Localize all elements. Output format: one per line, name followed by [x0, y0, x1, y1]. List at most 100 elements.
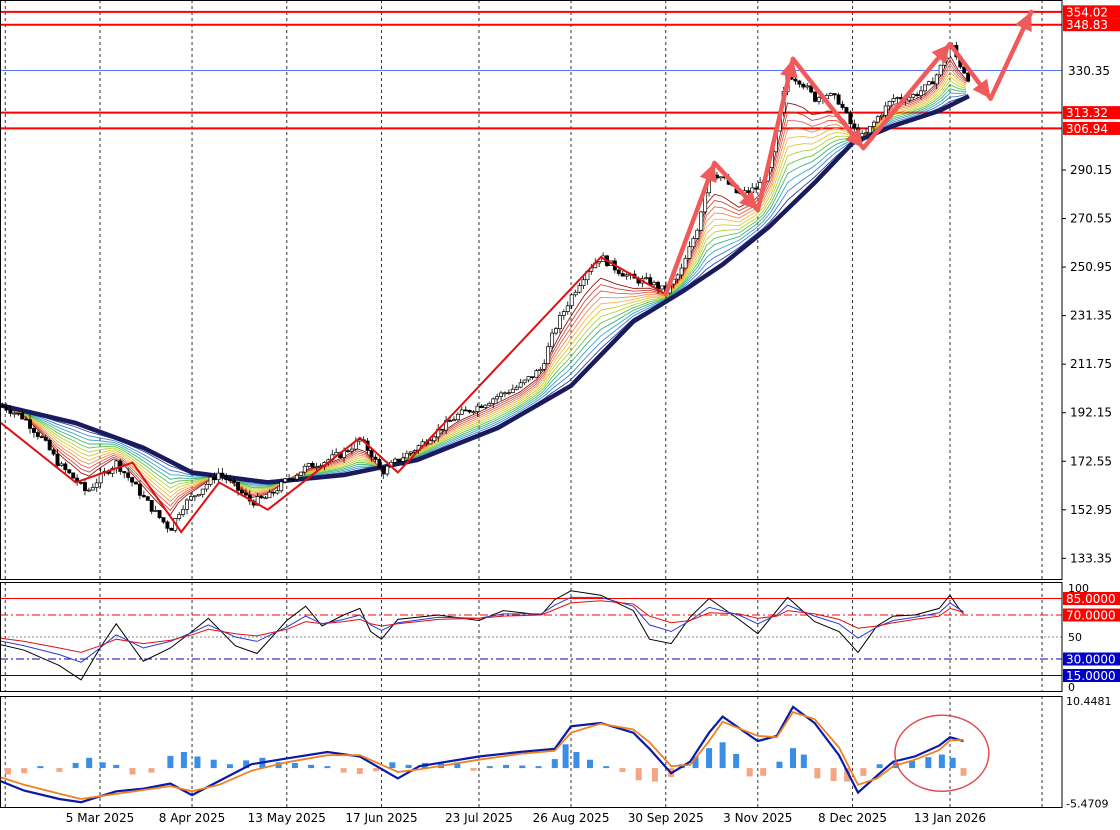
candle-body [79, 481, 84, 484]
x-tick-label: 13 Jan 2026 [914, 811, 986, 825]
candle-body [259, 496, 264, 499]
candle-body [919, 90, 923, 96]
macd-histogram-bar [635, 768, 642, 781]
candle-body [679, 267, 684, 276]
candle-body [24, 418, 29, 421]
macd-histogram-bar [876, 764, 883, 769]
candle-body [20, 413, 25, 420]
candle-body [428, 440, 433, 445]
candle-body [569, 294, 574, 307]
candle-body [220, 472, 225, 477]
macd-histogram-bar [800, 754, 807, 769]
arrow-head [780, 58, 798, 79]
macd-histogram-bar [56, 768, 63, 772]
candle-body [565, 305, 570, 312]
candle-body [43, 437, 48, 441]
candle-body [875, 116, 880, 123]
candle-body [503, 392, 507, 395]
x-tick-label: 17 Jun 2025 [345, 811, 417, 825]
candle-body [412, 450, 417, 453]
candle-body [475, 405, 480, 412]
macd-histogram-bar [706, 748, 713, 769]
candle-body [306, 463, 311, 467]
candle-body [216, 472, 221, 481]
candle-body [491, 398, 496, 404]
macd-histogram-bar [210, 759, 217, 769]
candle-body [385, 465, 390, 475]
candle-body [373, 456, 378, 460]
candle-body [938, 64, 943, 76]
candle-body [522, 379, 527, 384]
arrow-head [845, 128, 864, 149]
candle-body [279, 481, 284, 492]
candle-body [793, 78, 798, 82]
candle-body [39, 436, 44, 438]
macd-histogram-bar [148, 768, 155, 773]
ribbon-ma-line [0, 67, 967, 503]
osc-level-label: 30.0000 [1066, 653, 1116, 667]
panel-frame [0, 0, 1063, 580]
osc-level-tag [1063, 592, 1120, 605]
candle-body [459, 409, 464, 415]
candle-body [310, 463, 315, 468]
candle-body [915, 94, 920, 96]
candle-body [871, 121, 876, 127]
frame-layer [0, 0, 1063, 808]
macd-histogram-bar [99, 762, 106, 769]
macd-histogram-bar [938, 754, 945, 769]
candle-body [63, 463, 68, 471]
macd-histogram-bar [21, 768, 28, 774]
macd-histogram-bar [760, 768, 767, 776]
candle-body [283, 478, 288, 483]
candle-body [467, 409, 472, 413]
y-tick-label: 133.35 [1070, 551, 1112, 565]
candle-body [224, 475, 229, 481]
candle-body [377, 459, 382, 469]
candle-body [55, 453, 60, 466]
macd-histogram-bar [37, 766, 44, 769]
macd-histogram-bar [86, 757, 93, 769]
candle-body [161, 517, 166, 523]
osc-line [0, 590, 964, 681]
candle-body [616, 269, 621, 274]
candle-body [534, 370, 539, 378]
y-tick-label: 270.55 [1070, 212, 1112, 226]
candle-body [930, 81, 935, 85]
candle-body [487, 402, 492, 406]
candle-body [153, 510, 158, 512]
candle-body [852, 123, 857, 129]
y-tick-label: 250.95 [1070, 260, 1112, 274]
candle-body [47, 440, 52, 451]
arrow-segment [861, 41, 953, 151]
candle-body [530, 376, 535, 379]
candle-body [271, 491, 276, 494]
y-tick-label: 192.15 [1070, 406, 1112, 420]
y-tick-label: 211.75 [1070, 357, 1112, 371]
panel-frame [0, 696, 1063, 808]
candle-body [754, 187, 759, 190]
osc-level-tag [1063, 608, 1120, 622]
candle-body [471, 411, 476, 413]
candle-body [287, 478, 292, 481]
candle-body [797, 80, 802, 85]
candle-body [302, 465, 307, 473]
macd-histogram-bar [503, 764, 510, 769]
macd-histogram-bar [776, 761, 783, 769]
candle-body [12, 412, 17, 415]
price-level-tag [1063, 121, 1120, 135]
candle-body [169, 527, 174, 531]
candle-body [479, 405, 484, 408]
candle-body [573, 291, 578, 296]
candle-body [809, 85, 814, 93]
candle-body [8, 409, 13, 414]
candle-body [314, 466, 319, 469]
candle-body [848, 112, 853, 125]
ribbon-ma-line [0, 71, 967, 498]
macd-histogram-bar [733, 753, 740, 769]
candle-body [495, 396, 500, 400]
candle-body [393, 458, 398, 463]
zigzag-line [0, 255, 667, 534]
ribbon-ma-line [0, 84, 967, 488]
osc-level-label: 70.0000 [1066, 609, 1116, 623]
